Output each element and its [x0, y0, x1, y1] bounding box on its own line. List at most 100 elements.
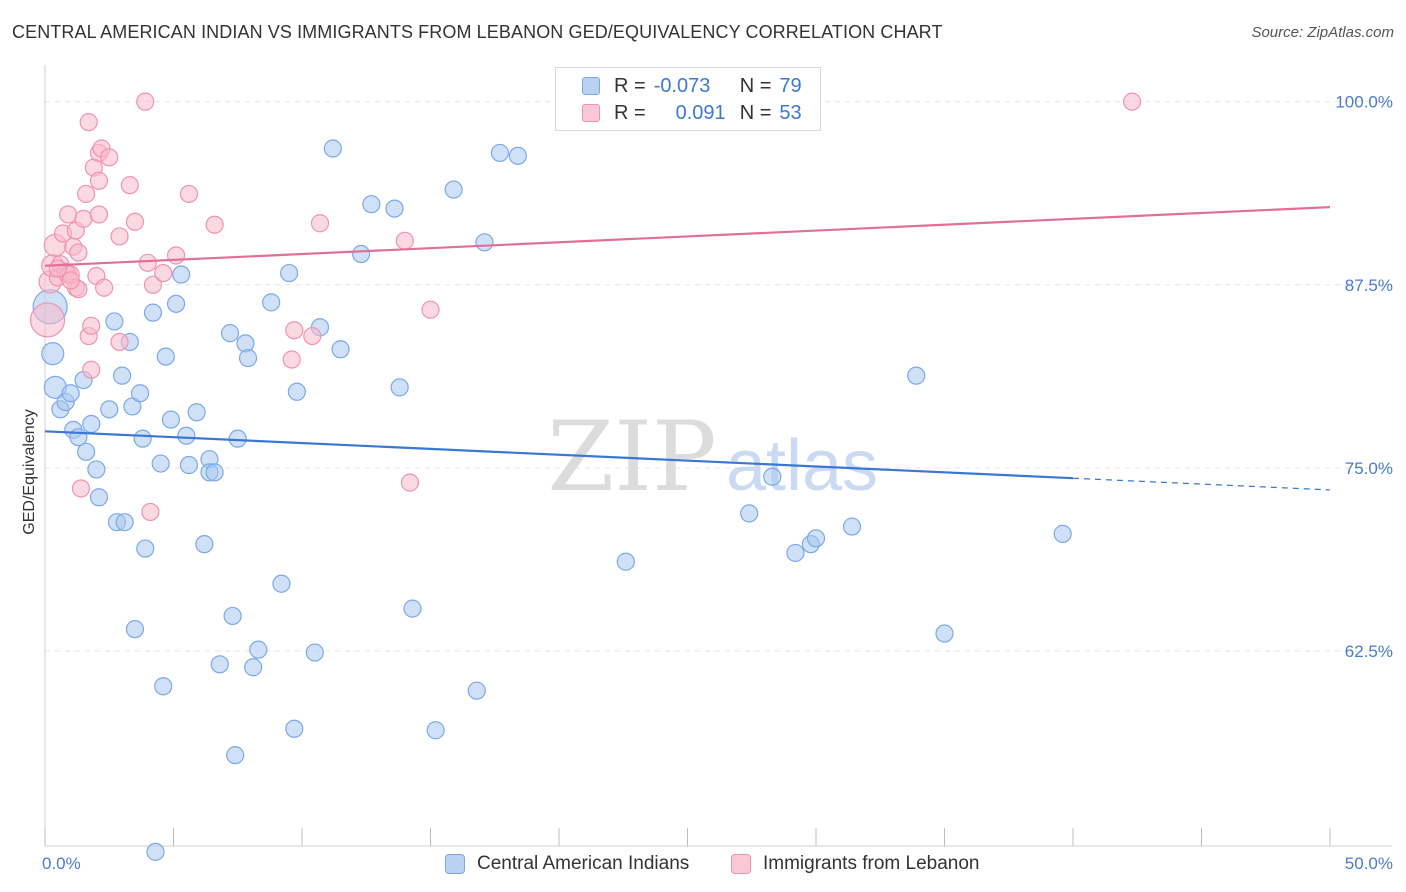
data-point — [331, 340, 350, 359]
data-point — [1123, 92, 1142, 111]
stats-r-value-pink: 0.091 — [675, 101, 726, 124]
data-point — [89, 205, 109, 224]
legend-swatch-pink — [731, 854, 751, 874]
source-credit: Source: ZipAtlas.com — [1251, 24, 1394, 41]
data-point — [740, 504, 759, 523]
data-point — [282, 350, 301, 369]
legend-swatch-pink — [582, 104, 600, 122]
data-point — [907, 366, 926, 385]
data-point — [115, 513, 134, 532]
data-point — [244, 658, 263, 677]
data-point — [806, 529, 826, 548]
trendline-blue — [44, 430, 1074, 480]
data-point — [133, 429, 152, 448]
stats-legend: R = -0.073 N = 79 R = 0.091 N = 53 — [555, 67, 821, 131]
data-point — [138, 253, 157, 272]
legend-item-central-american-indians[interactable]: Central American Indians — [445, 852, 689, 876]
data-point — [100, 400, 119, 419]
data-point — [508, 146, 527, 165]
data-point — [143, 303, 163, 322]
trendline-pink — [44, 206, 1331, 267]
data-point — [125, 212, 145, 231]
data-point — [272, 574, 291, 593]
data-point — [61, 384, 80, 403]
data-point — [74, 209, 93, 228]
data-point — [143, 275, 163, 294]
data-point — [77, 442, 96, 461]
stats-r-label: R = — [614, 101, 646, 124]
data-point — [95, 278, 114, 297]
data-point — [285, 321, 304, 340]
data-point — [89, 171, 109, 190]
legend-item-immigrants-from-lebanon[interactable]: Immigrants from Lebanon — [731, 852, 980, 876]
data-point — [842, 517, 862, 536]
legend-swatch-blue — [582, 77, 600, 95]
data-point — [400, 473, 420, 492]
y-axis-label: GED/Equivalency — [21, 409, 38, 535]
data-point — [467, 681, 486, 700]
trendline-blue-extension — [1072, 477, 1331, 491]
data-point — [786, 543, 805, 563]
data-point — [156, 347, 175, 366]
data-point — [41, 342, 65, 366]
data-point — [136, 539, 155, 558]
data-point — [310, 214, 330, 233]
data-point — [763, 467, 782, 486]
data-point — [154, 263, 173, 283]
x-tick-label-max: 50.0% — [1345, 854, 1393, 873]
data-point — [105, 312, 124, 331]
data-point — [444, 180, 463, 199]
legend-label-blue: Central American Indians — [477, 853, 690, 874]
data-point — [79, 113, 98, 132]
stats-n-label: N = — [739, 101, 772, 124]
gridlines — [45, 101, 1392, 652]
data-point — [100, 148, 119, 167]
data-point — [280, 263, 299, 283]
data-point — [179, 455, 199, 475]
axes — [44, 65, 1392, 847]
data-point — [395, 231, 414, 250]
data-point — [179, 184, 199, 204]
data-point — [146, 842, 165, 861]
data-point — [166, 294, 186, 313]
data-point — [112, 366, 132, 385]
data-point — [82, 360, 101, 379]
stats-r-value-blue: -0.073 — [653, 74, 711, 97]
data-point — [285, 719, 304, 738]
data-point — [177, 426, 196, 445]
data-point — [385, 199, 404, 218]
data-point — [616, 552, 635, 571]
data-point — [205, 215, 224, 234]
data-point — [421, 300, 440, 319]
data-point — [59, 205, 78, 224]
data-point — [262, 293, 281, 312]
data-point — [82, 414, 101, 434]
data-point — [110, 332, 129, 352]
data-point — [226, 746, 245, 765]
data-point — [475, 233, 494, 252]
data-point — [303, 326, 322, 346]
data-point — [352, 244, 371, 264]
trendlines — [44, 206, 1331, 491]
data-point — [205, 463, 224, 482]
data-point — [1053, 524, 1072, 543]
data-point — [172, 265, 191, 284]
data-point — [210, 655, 229, 674]
data-point — [238, 348, 258, 368]
stats-n-value-pink: 53 — [779, 101, 802, 124]
stats-n-label: N = — [739, 74, 772, 97]
legend-label-pink: Immigrants from Lebanon — [763, 853, 980, 874]
data-point — [935, 624, 954, 643]
y-tick-label: 100.0% — [1335, 93, 1393, 112]
y-tick-label: 87.5% — [1345, 276, 1393, 295]
stats-n-value-blue: 79 — [779, 74, 802, 97]
data-point — [61, 271, 80, 290]
data-point — [154, 677, 173, 696]
data-point — [82, 316, 101, 335]
data-point — [249, 640, 268, 659]
data-point — [187, 403, 206, 422]
data-point — [362, 195, 381, 214]
stats-row-blue: R = -0.073 N = 79 — [582, 73, 802, 99]
y-tick-label: 75.0% — [1345, 459, 1393, 478]
